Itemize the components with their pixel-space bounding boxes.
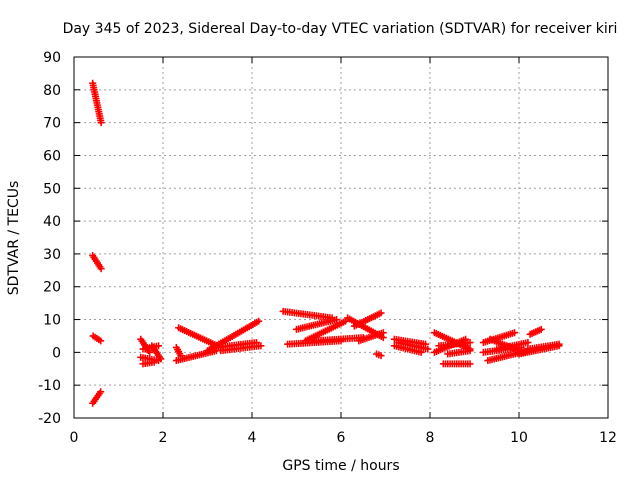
y-axis-label: SDTVAR / TECUs xyxy=(6,181,22,296)
data-point xyxy=(257,342,265,350)
y-tick-label: 50 xyxy=(43,181,61,197)
x-tick-label: 4 xyxy=(248,430,257,446)
x-tick-label: 6 xyxy=(337,430,346,446)
data-point xyxy=(537,325,545,333)
data-point xyxy=(466,347,474,355)
data-point xyxy=(377,352,385,360)
data-point xyxy=(511,329,519,337)
data-point xyxy=(155,342,163,350)
x-tick-label: 12 xyxy=(599,430,617,446)
y-tick-label: 0 xyxy=(52,345,61,361)
x-tick-label: 2 xyxy=(159,430,168,446)
data-point xyxy=(466,339,474,347)
data-point xyxy=(555,340,563,348)
x-tick-label: 8 xyxy=(426,430,435,446)
data-point xyxy=(333,316,341,324)
x-axis-label: GPS time / hours xyxy=(282,458,399,474)
data-point xyxy=(177,352,185,360)
y-tick-label: -10 xyxy=(38,378,61,394)
data-point xyxy=(150,358,158,366)
data-point xyxy=(255,317,263,325)
data-point xyxy=(377,309,385,317)
data-point xyxy=(97,337,105,345)
data-point xyxy=(466,360,474,368)
y-tick-label: 40 xyxy=(43,214,61,230)
y-tick-label: 30 xyxy=(43,247,61,263)
x-tick-label: 0 xyxy=(70,430,79,446)
data-point xyxy=(97,265,105,273)
y-tick-label: 10 xyxy=(43,313,61,329)
axis-ticks xyxy=(73,56,609,419)
y-tick-label: 60 xyxy=(43,148,61,164)
data-point xyxy=(157,355,165,363)
y-tick-label: 80 xyxy=(43,83,61,99)
chart-title: Day 345 of 2023, Sidereal Day-to-day VTE… xyxy=(63,21,618,37)
data-point xyxy=(97,388,105,396)
data-point xyxy=(379,329,387,337)
y-tick-label: 70 xyxy=(43,116,61,132)
y-tick-label: -20 xyxy=(38,411,61,427)
data-point xyxy=(424,345,432,353)
data-points xyxy=(89,79,563,407)
y-tick-label: 20 xyxy=(43,280,61,296)
data-point xyxy=(97,119,105,127)
data-point xyxy=(524,339,532,347)
y-tick-label: 90 xyxy=(43,50,61,66)
tick-labels: 0 2 4 6 8 10 12 -20 -10 0 10 20 30 40 50 60 70 80 90 xyxy=(38,50,617,446)
x-tick-label: 10 xyxy=(510,430,528,446)
